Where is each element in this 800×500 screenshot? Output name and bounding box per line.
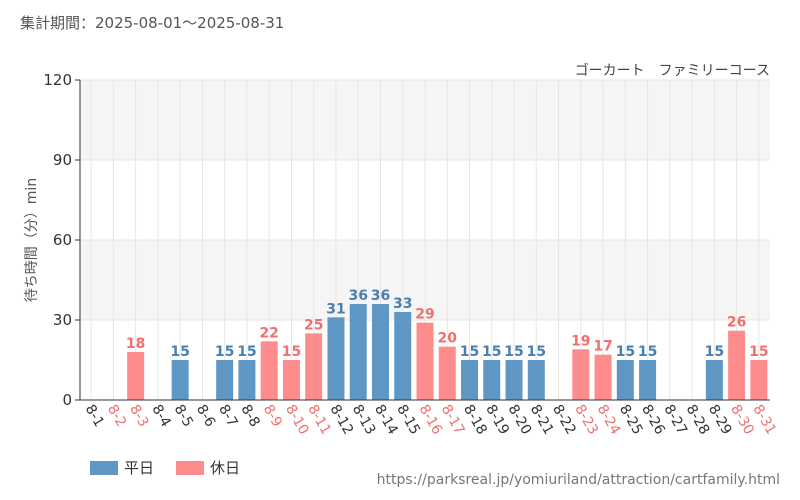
x-tick-label: 8-1: [82, 402, 107, 430]
x-tick-label: 8-3: [126, 402, 151, 430]
bar-8-8: [238, 360, 256, 400]
bar-value-label: 26: [727, 315, 746, 331]
bar-value-label: 15: [170, 344, 189, 360]
bar-8-18: [461, 360, 479, 400]
bar-8-19: [483, 360, 501, 400]
x-tick-label: 8-6: [193, 402, 218, 430]
bar-8-15: [394, 312, 412, 400]
bar-8-25: [616, 360, 634, 400]
bar-value-label: 15: [282, 344, 301, 360]
bar-value-label: 15: [237, 344, 256, 360]
y-tick-label: 90: [53, 151, 72, 169]
bar-8-7: [216, 360, 234, 400]
y-tick-label: 60: [53, 231, 72, 249]
bar-value-label: 15: [749, 344, 768, 360]
legend-swatch-weekday: [90, 460, 118, 475]
bar-8-30: [728, 330, 746, 400]
legend-label-weekday: 平日: [124, 459, 155, 477]
bar-8-14: [371, 304, 389, 400]
bar-8-10: [282, 360, 300, 400]
chart-title: ゴーカート ファミリーコース: [574, 63, 770, 79]
bar-value-label: 31: [326, 301, 345, 317]
bar-8-16: [416, 322, 434, 400]
bar-8-21: [527, 360, 545, 400]
x-tick-label: 8-7: [215, 402, 240, 430]
y-tick-label: 120: [43, 71, 72, 89]
source-link[interactable]: https://parksreal.jp/yomiuriland/attract…: [376, 472, 780, 488]
bar-value-label: 25: [304, 317, 323, 333]
bar-value-label: 22: [259, 325, 278, 341]
legend-item-holiday: 休日: [176, 457, 240, 478]
y-tick-label: 0: [62, 391, 72, 409]
bar-value-label: 18: [126, 336, 145, 352]
bar-value-label: 33: [393, 296, 412, 312]
bar-8-24: [594, 354, 612, 400]
bar-8-26: [639, 360, 657, 400]
bar-value-label: 15: [705, 344, 724, 360]
bar-value-label: 36: [348, 288, 367, 304]
chart-legend: 平日 休日: [90, 457, 262, 478]
bar-value-label: 15: [215, 344, 234, 360]
bar-value-label: 36: [371, 288, 390, 304]
bar-8-3: [127, 352, 145, 400]
bar-8-12: [327, 317, 345, 400]
bar-value-label: 15: [616, 344, 635, 360]
bar-value-label: 20: [438, 331, 458, 347]
x-tick-label: 8-9: [260, 402, 285, 430]
bar-value-label: 15: [527, 344, 546, 360]
bar-8-31: [750, 360, 768, 400]
y-tick-label: 30: [53, 311, 72, 329]
legend-swatch-holiday: [176, 460, 205, 475]
x-tick-label: 8-8: [237, 402, 262, 430]
x-tick-label: 8-31: [749, 402, 779, 438]
bar-value-label: 15: [638, 344, 657, 360]
legend-item-weekday: 平日: [90, 457, 154, 478]
bar-value-label: 29: [415, 307, 434, 323]
bar-8-29: [705, 360, 723, 400]
x-tick-label: 8-2: [104, 402, 129, 430]
bar-value-label: 15: [482, 344, 501, 360]
bar-value-label: 17: [593, 339, 612, 355]
bar-8-13: [349, 304, 367, 400]
bar-8-23: [572, 349, 590, 400]
y-axis-label: 待ち時間（分）min: [24, 178, 40, 302]
bar-8-9: [260, 341, 278, 400]
bar-8-11: [305, 333, 323, 400]
bar-value-label: 15: [460, 344, 479, 360]
x-tick-label: 8-4: [148, 402, 173, 430]
bar-8-17: [438, 346, 456, 400]
bar-8-5: [171, 360, 189, 400]
bar-value-label: 15: [504, 344, 523, 360]
x-tick-label: 8-5: [171, 402, 196, 430]
period-label: 集計期間：2025-08-01～2025-08-31: [20, 14, 285, 32]
bar-8-20: [505, 360, 523, 400]
bar-value-label: 19: [571, 333, 590, 349]
legend-label-holiday: 休日: [210, 459, 241, 477]
